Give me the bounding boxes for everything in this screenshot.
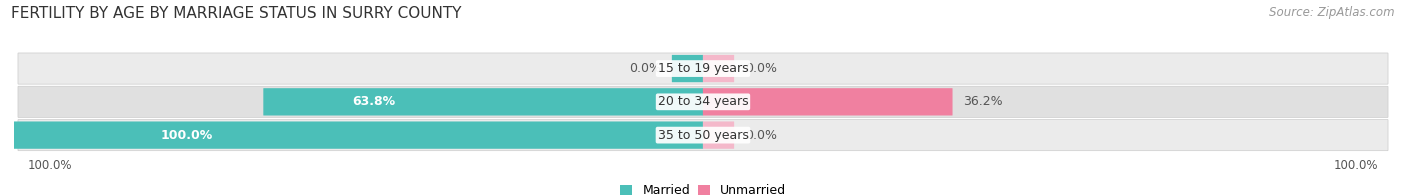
Text: Source: ZipAtlas.com: Source: ZipAtlas.com [1270,6,1395,19]
Text: 35 to 50 years: 35 to 50 years [658,129,748,142]
Text: 63.8%: 63.8% [352,95,395,108]
Text: 36.2%: 36.2% [963,95,1002,108]
FancyBboxPatch shape [14,122,703,149]
Text: FERTILITY BY AGE BY MARRIAGE STATUS IN SURRY COUNTY: FERTILITY BY AGE BY MARRIAGE STATUS IN S… [11,6,461,21]
FancyBboxPatch shape [18,120,1388,151]
FancyBboxPatch shape [703,55,734,82]
Legend: Married, Unmarried: Married, Unmarried [614,179,792,196]
Text: 0.0%: 0.0% [745,129,778,142]
FancyBboxPatch shape [703,122,734,149]
Text: 20 to 34 years: 20 to 34 years [658,95,748,108]
Text: 0.0%: 0.0% [745,62,778,75]
FancyBboxPatch shape [672,55,703,82]
Text: 100.0%: 100.0% [1334,159,1378,172]
FancyBboxPatch shape [703,88,952,115]
Text: 0.0%: 0.0% [628,62,661,75]
FancyBboxPatch shape [18,53,1388,84]
Text: 100.0%: 100.0% [160,129,212,142]
FancyBboxPatch shape [263,88,703,115]
Text: 100.0%: 100.0% [28,159,72,172]
FancyBboxPatch shape [18,86,1388,117]
Text: 15 to 19 years: 15 to 19 years [658,62,748,75]
